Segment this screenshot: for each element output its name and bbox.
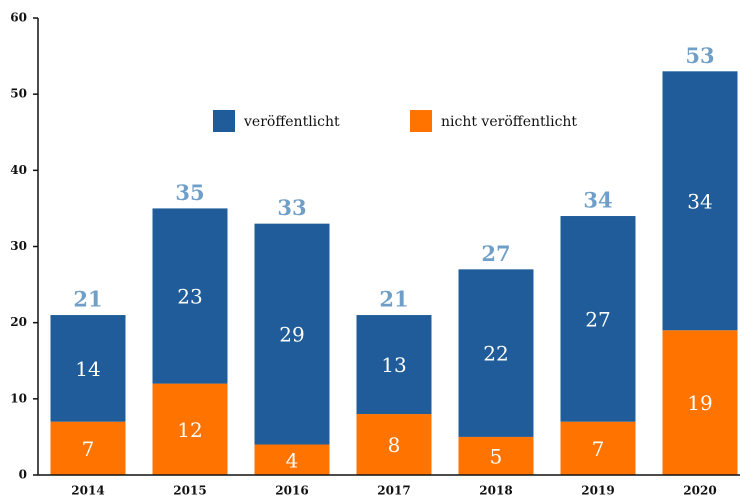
bar-segment bbox=[458, 269, 534, 437]
x-tick-label: 2018 bbox=[479, 484, 512, 498]
segment-label: 12 bbox=[177, 418, 202, 442]
x-tick-label: 2017 bbox=[377, 484, 410, 498]
bar-segment bbox=[254, 223, 330, 445]
legend-label: veröffentlicht bbox=[243, 114, 340, 130]
total-label: 35 bbox=[175, 180, 204, 205]
y-tick-label: 0 bbox=[19, 468, 27, 482]
segment-label: 8 bbox=[388, 433, 401, 457]
total-label: 53 bbox=[685, 43, 714, 68]
segment-label: 29 bbox=[279, 323, 304, 347]
bar-segment bbox=[458, 436, 534, 475]
bar-segment bbox=[662, 71, 738, 331]
bar-segment bbox=[50, 421, 126, 475]
segment-label: 34 bbox=[687, 189, 712, 213]
x-tick-label: 2015 bbox=[173, 484, 206, 498]
segment-label: 5 bbox=[490, 444, 503, 468]
x-tick-label: 2014 bbox=[71, 484, 104, 498]
bar-segment bbox=[662, 330, 738, 475]
legend-swatch bbox=[213, 110, 235, 132]
x-tick-label: 2020 bbox=[683, 484, 716, 498]
segment-label: 13 bbox=[381, 353, 406, 377]
bar-segment bbox=[50, 315, 126, 422]
y-tick-label: 40 bbox=[10, 163, 27, 177]
total-label: 33 bbox=[277, 195, 306, 220]
y-tick-label: 20 bbox=[10, 315, 27, 329]
x-tick-label: 2019 bbox=[581, 484, 614, 498]
segment-label: 14 bbox=[75, 357, 100, 381]
total-label: 21 bbox=[73, 287, 102, 312]
bar-segment bbox=[152, 383, 228, 475]
y-tick-label: 30 bbox=[10, 239, 27, 253]
bar-segment bbox=[254, 444, 330, 475]
bar-segment bbox=[152, 208, 228, 384]
bar-segment bbox=[560, 421, 636, 475]
total-label: 34 bbox=[583, 188, 612, 213]
segment-label: 4 bbox=[286, 448, 299, 472]
x-tick-label: 2016 bbox=[275, 484, 308, 498]
legend-label: nicht veröffentlicht bbox=[441, 114, 577, 130]
total-label: 21 bbox=[379, 287, 408, 312]
legend-swatch bbox=[410, 110, 432, 132]
segment-label: 7 bbox=[82, 437, 95, 461]
segment-label: 27 bbox=[585, 307, 610, 331]
bar-segment bbox=[356, 315, 432, 415]
total-label: 27 bbox=[481, 241, 510, 266]
bar-segment bbox=[560, 216, 636, 422]
segment-label: 23 bbox=[177, 285, 202, 309]
y-tick-label: 10 bbox=[10, 391, 27, 405]
y-tick-label: 50 bbox=[10, 87, 27, 101]
y-tick-label: 60 bbox=[10, 11, 27, 25]
segment-label: 19 bbox=[687, 391, 712, 415]
bar-segment bbox=[356, 414, 432, 475]
segment-label: 22 bbox=[483, 342, 508, 366]
segment-label: 7 bbox=[592, 437, 605, 461]
